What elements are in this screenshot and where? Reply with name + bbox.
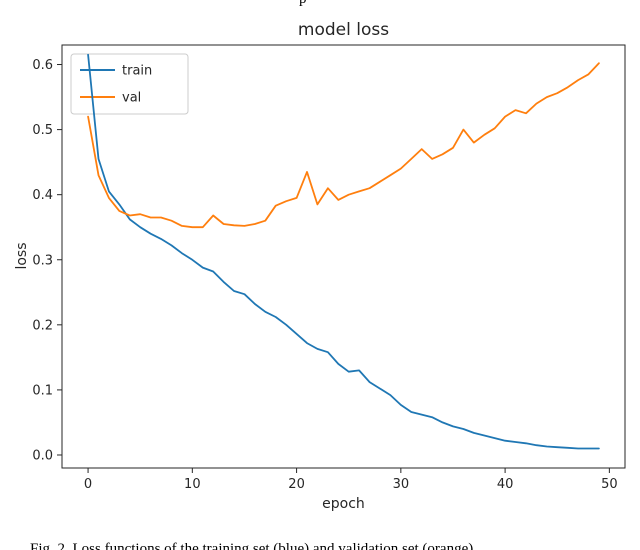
legend-label-val: val [122, 91, 141, 106]
y-tick-label: 0.6 [32, 58, 53, 73]
x-tick-label: 10 [184, 477, 201, 492]
plot-border [61, 44, 626, 469]
x-tick-label: 20 [288, 477, 305, 492]
legend: train val [70, 53, 189, 115]
y-tick-label: 0.2 [32, 318, 53, 333]
x-tick-label: 30 [393, 477, 410, 492]
x-axis-label: epoch [322, 496, 365, 512]
x-tick-label: 50 [601, 477, 618, 492]
y-tick-label: 0.4 [32, 188, 53, 203]
y-tick-label: 0.5 [32, 123, 53, 138]
y-tick-label: 0.3 [32, 253, 53, 268]
chart-title: model loss [297, 20, 390, 40]
legend-label-train: train [122, 64, 152, 79]
y-axis-label: loss [14, 242, 30, 270]
y-tick-label: 0.1 [32, 383, 53, 398]
cropped-top-text: p [299, 0, 307, 8]
x-tick-label: 40 [497, 477, 514, 492]
val-line [87, 62, 600, 229]
x-tick-label: 0 [84, 477, 92, 492]
y-tick-label: 0.0 [32, 448, 53, 463]
figure-caption: Fig. 2. Loss functions of the training s… [30, 541, 474, 550]
train-line [87, 53, 600, 450]
